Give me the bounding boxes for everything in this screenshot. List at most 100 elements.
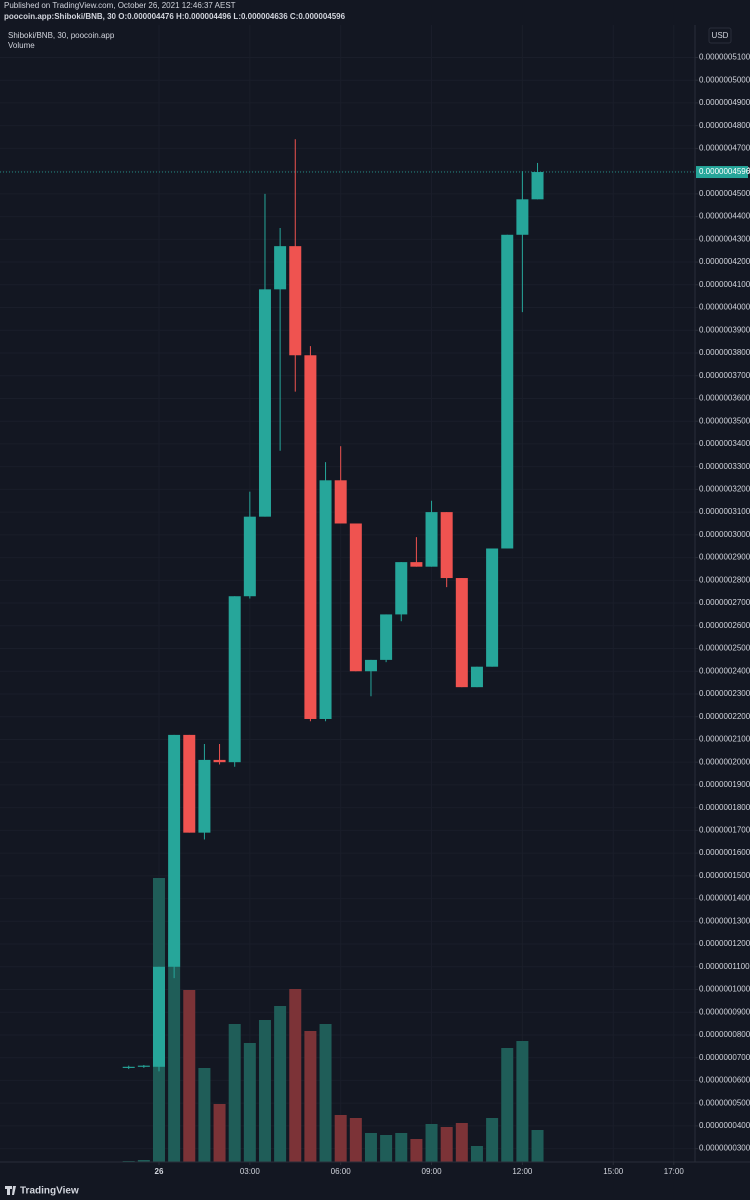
volume-bar xyxy=(486,1118,499,1162)
volume-bar xyxy=(319,1024,332,1162)
y-tick-label: 0.0000001400 xyxy=(699,894,750,903)
y-tick-label: 0.0000003800 xyxy=(699,348,750,357)
volume-bar xyxy=(395,1133,408,1162)
volume-label: Volume xyxy=(8,41,35,50)
candle-body xyxy=(531,172,544,200)
volume-bar xyxy=(455,1123,468,1162)
y-tick-label: 0.0000003900 xyxy=(699,325,750,334)
volume-bar xyxy=(304,1031,317,1162)
volume-bar xyxy=(198,1068,211,1162)
y-tick-label: 0.0000004300 xyxy=(699,234,750,243)
y-tick-label: 0.0000003100 xyxy=(699,507,750,516)
volume-bar xyxy=(440,1127,453,1162)
volume-bar xyxy=(228,1024,241,1162)
y-tick-label: 0.0000005000 xyxy=(699,75,750,84)
x-tick-label: 17:00 xyxy=(664,1167,685,1176)
y-tick-label: 0.0000002000 xyxy=(699,757,750,766)
y-tick-label: 0.0000004900 xyxy=(699,98,750,107)
y-tick-label: 0.0000001100 xyxy=(699,962,750,971)
y-tick-label: 0.0000005100 xyxy=(699,53,750,62)
pane-title: Shiboki/BNB, 30, poocoin.app xyxy=(8,31,115,40)
y-tick-label: 0.0000000800 xyxy=(699,1030,750,1039)
logo-icon xyxy=(5,1186,16,1195)
y-tick-label: 0.0000003500 xyxy=(699,416,750,425)
candle-body xyxy=(425,512,438,567)
y-tick-label: 0.0000002800 xyxy=(699,575,750,584)
volume-bar xyxy=(501,1048,514,1162)
y-tick-label: 0.0000003300 xyxy=(699,462,750,471)
header-bar xyxy=(0,0,750,25)
candle-body xyxy=(319,480,332,719)
candle-body xyxy=(470,666,483,688)
brand: TradingView xyxy=(20,1186,79,1197)
volume-bar xyxy=(274,1006,287,1162)
y-tick-label: 0.0000003700 xyxy=(699,371,750,380)
candle-body xyxy=(455,578,468,688)
candle-body xyxy=(213,759,226,763)
volume-bar xyxy=(258,1020,271,1162)
last-price-box xyxy=(696,166,748,179)
candle-body xyxy=(137,1065,150,1067)
y-tick-label: 0.0000002100 xyxy=(699,735,750,744)
volume-bar xyxy=(349,1118,362,1162)
y-tick-label: 0.0000000700 xyxy=(699,1053,750,1062)
candle-body xyxy=(258,289,271,517)
candle-body xyxy=(516,199,529,235)
x-tick-label: 03:00 xyxy=(240,1167,261,1176)
candle-body xyxy=(380,614,393,660)
symbol-header: poocoin.app:Shiboki/BNB, 30 O:0.00000447… xyxy=(4,12,346,21)
volume-bar xyxy=(410,1139,423,1162)
y-tick-label: 0.0000003200 xyxy=(699,484,750,493)
y-tick-label: 0.0000002700 xyxy=(699,598,750,607)
y-tick-label: 0.0000001900 xyxy=(699,780,750,789)
candle-body xyxy=(183,734,196,833)
y-tick-label: 0.0000001500 xyxy=(699,871,750,880)
y-tick-label: 0.0000002400 xyxy=(699,666,750,675)
volume-bar xyxy=(334,1115,347,1162)
candle-body xyxy=(395,562,408,615)
y-tick-label: 0.0000000600 xyxy=(699,1076,750,1085)
currency-button[interactable] xyxy=(708,27,732,44)
volume-bar xyxy=(289,989,302,1162)
candle-body xyxy=(289,246,302,356)
volume-bar xyxy=(243,1043,256,1162)
y-tick-label: 0.0000001300 xyxy=(699,916,750,925)
x-tick-label: 15:00 xyxy=(603,1167,624,1176)
candle-body xyxy=(364,659,377,672)
volume-bar xyxy=(516,1041,529,1162)
candle-body xyxy=(198,759,211,833)
y-tick-label: 0.0000004800 xyxy=(699,121,750,130)
candle-body xyxy=(486,548,499,667)
y-tick-label: 0.0000004700 xyxy=(699,144,750,153)
y-tick-label: 0.0000004100 xyxy=(699,280,750,289)
y-tick-label: 0.0000004000 xyxy=(699,303,750,312)
y-tick-label: 0.0000001600 xyxy=(699,848,750,857)
y-tick-label: 0.0000000500 xyxy=(699,1098,750,1107)
candle-body xyxy=(152,966,165,1067)
y-tick-label: 0.0000000300 xyxy=(699,1144,750,1153)
y-tick-label: 0.0000002300 xyxy=(699,689,750,698)
y-tick-label: 0.0000003600 xyxy=(699,394,750,403)
candle-body xyxy=(334,480,347,524)
y-tick-label: 0.0000000900 xyxy=(699,1007,750,1016)
candle-body xyxy=(501,234,514,549)
y-tick-label: 0.0000004200 xyxy=(699,257,750,266)
candle-body xyxy=(228,596,241,763)
candle-body xyxy=(274,246,287,290)
y-tick-label: 0.0000002600 xyxy=(699,621,750,630)
y-tick-label: 0.0000000400 xyxy=(699,1121,750,1130)
volume-bar xyxy=(168,940,181,1162)
volume-bar xyxy=(470,1146,483,1162)
candle-body xyxy=(349,523,362,672)
candle-body xyxy=(243,516,256,597)
candle-body xyxy=(440,512,453,579)
volume-bar xyxy=(425,1124,438,1162)
volume-bar xyxy=(364,1133,377,1162)
y-tick-label: 0.0000002500 xyxy=(699,644,750,653)
y-tick-label: 0.0000001000 xyxy=(699,985,750,994)
volume-bar xyxy=(213,1104,226,1162)
y-tick-label: 0.0000001800 xyxy=(699,803,750,812)
last-price-label: 0.0000004596 xyxy=(699,167,750,176)
